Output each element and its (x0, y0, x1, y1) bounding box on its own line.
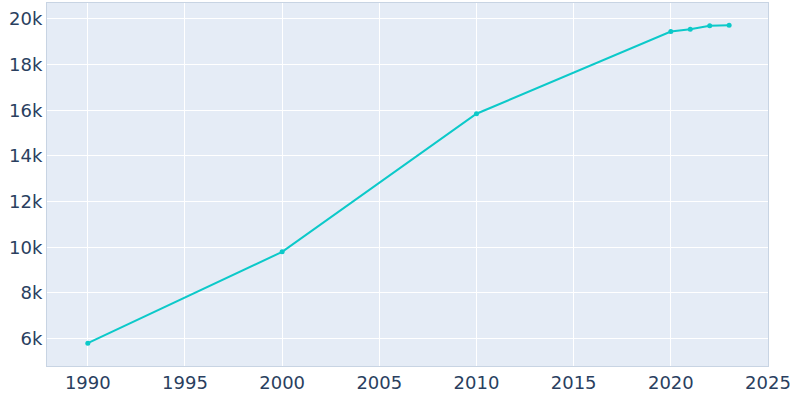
svg-text:2025: 2025 (745, 372, 791, 393)
svg-text:10k: 10k (9, 237, 43, 258)
svg-text:18k: 18k (9, 54, 43, 75)
svg-text:2020: 2020 (648, 372, 694, 393)
svg-text:2000: 2000 (259, 372, 305, 393)
svg-text:20k: 20k (9, 8, 43, 29)
svg-text:1990: 1990 (65, 372, 111, 393)
svg-text:2010: 2010 (454, 372, 500, 393)
svg-text:2015: 2015 (551, 372, 597, 393)
svg-text:2005: 2005 (356, 372, 402, 393)
svg-text:6k: 6k (21, 328, 43, 349)
svg-text:14k: 14k (9, 145, 43, 166)
svg-text:8k: 8k (21, 282, 43, 303)
svg-text:12k: 12k (9, 191, 43, 212)
svg-text:1995: 1995 (162, 372, 208, 393)
svg-text:16k: 16k (9, 100, 43, 121)
